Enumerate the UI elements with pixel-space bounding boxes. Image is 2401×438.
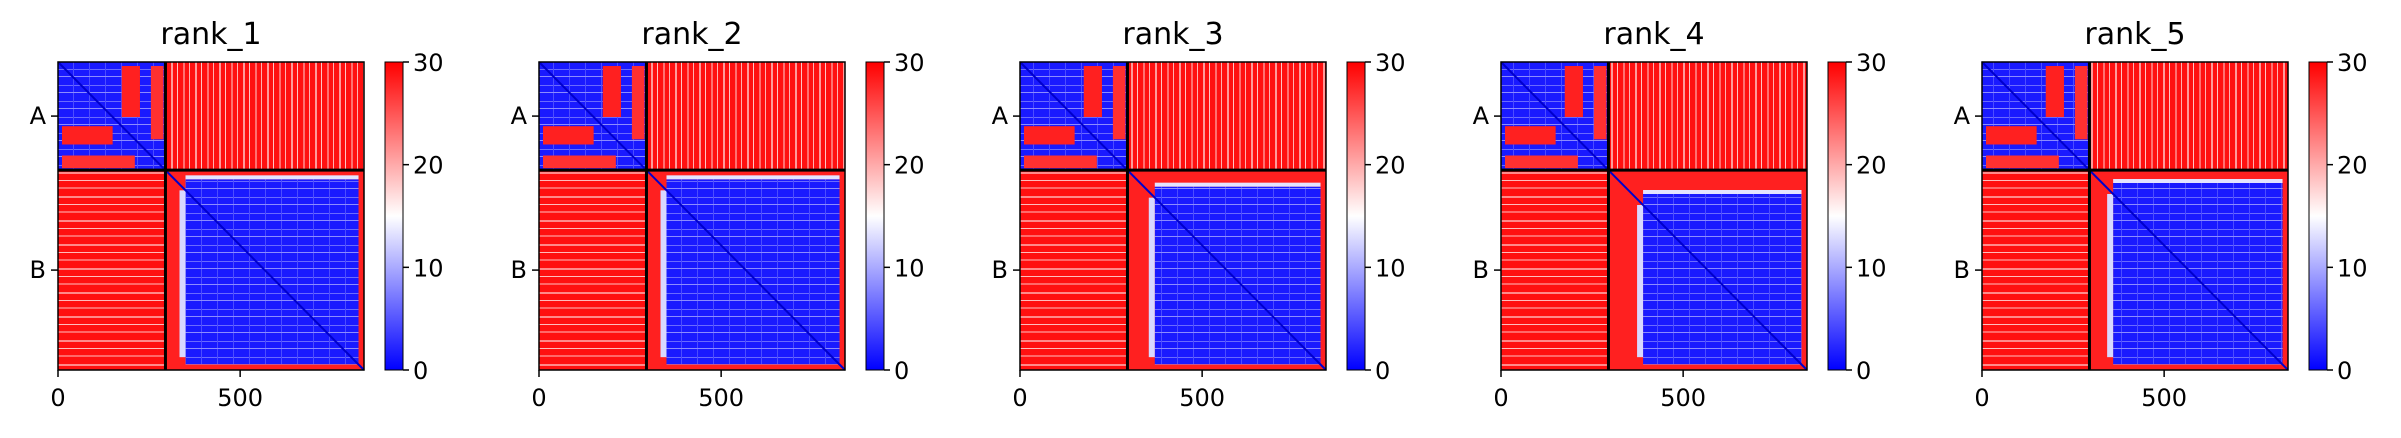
colorbar-tick-label: 30 (2337, 49, 2368, 77)
plot-frame (1019, 61, 1327, 371)
x-tick-label: 0 (50, 384, 65, 412)
y-tick-label: B (1473, 256, 1489, 284)
colorbar (384, 61, 404, 371)
x-tick-label: 500 (1179, 384, 1225, 412)
colorbar (865, 61, 885, 371)
colorbar-tick-label: 0 (894, 357, 909, 385)
colorbar-tick-label: 0 (2337, 357, 2352, 385)
y-tick-label: A (30, 102, 47, 130)
panel-title: rank_3 (1122, 17, 1223, 52)
plot-frame (1500, 61, 1808, 371)
x-tick-label: 0 (1493, 384, 1508, 412)
colorbar-tick-label: 10 (1856, 254, 1887, 282)
colorbar-tick-label: 0 (1375, 357, 1390, 385)
y-tick-label: B (30, 256, 46, 284)
colorbar (1346, 61, 1366, 371)
pae-heatmap (1981, 61, 2289, 371)
x-tick-label: 500 (2141, 384, 2187, 412)
pae-heatmap (57, 61, 365, 371)
colorbar-tick-label: 20 (413, 152, 444, 180)
colorbar-tick-label: 10 (1375, 254, 1406, 282)
panel-title: rank_1 (160, 17, 261, 52)
x-tick-label: 500 (217, 384, 263, 412)
y-tick-label: B (1954, 256, 1970, 284)
y-tick-label: B (992, 256, 1008, 284)
colorbar (1827, 61, 1847, 371)
pae-heatmap (538, 61, 846, 371)
panel-title: rank_2 (641, 17, 742, 52)
pae-panel: rank_5 A B 0 500 0 10 20 30 (1954, 17, 2368, 412)
plot-frame (57, 61, 365, 371)
colorbar-tick-label: 10 (894, 254, 925, 282)
pae-panel: rank_3 A B 0 500 0 10 20 30 (992, 17, 1406, 412)
pae-panel: rank_2 A B 0 500 0 10 20 30 (511, 17, 925, 412)
panel-title: rank_4 (1603, 17, 1704, 52)
colorbar-tick-label: 30 (1375, 49, 1406, 77)
x-tick-label: 0 (1012, 384, 1027, 412)
colorbar-tick-label: 0 (1856, 357, 1871, 385)
plot-frame (538, 61, 846, 371)
colorbar-tick-label: 10 (413, 254, 444, 282)
x-tick-label: 0 (531, 384, 546, 412)
y-tick-label: A (1954, 102, 1971, 130)
y-tick-label: A (511, 102, 528, 130)
y-tick-label: A (992, 102, 1009, 130)
panel-title: rank_5 (2084, 17, 2185, 52)
y-tick-label: B (511, 256, 527, 284)
colorbar (2308, 61, 2328, 371)
pae-heatmap (1019, 61, 1327, 371)
y-tick-label: A (1473, 102, 1490, 130)
x-tick-label: 0 (1974, 384, 1989, 412)
colorbar-tick-label: 20 (2337, 152, 2368, 180)
colorbar-tick-label: 30 (413, 49, 444, 77)
colorbar-tick-label: 20 (1375, 152, 1406, 180)
pae-panel: rank_1 A B 0 500 0 10 20 30 (30, 17, 444, 412)
colorbar-tick-label: 0 (413, 357, 428, 385)
colorbar-tick-label: 20 (894, 152, 925, 180)
x-tick-label: 500 (1660, 384, 1706, 412)
plot-frame (1981, 61, 2289, 371)
pae-panel: rank_4 A B 0 500 0 10 20 30 (1473, 17, 1887, 412)
colorbar-tick-label: 30 (894, 49, 925, 77)
colorbar-tick-label: 30 (1856, 49, 1887, 77)
colorbar-tick-label: 10 (2337, 254, 2368, 282)
x-tick-label: 500 (698, 384, 744, 412)
colorbar-tick-label: 20 (1856, 152, 1887, 180)
pae-heatmap (1500, 61, 1808, 371)
